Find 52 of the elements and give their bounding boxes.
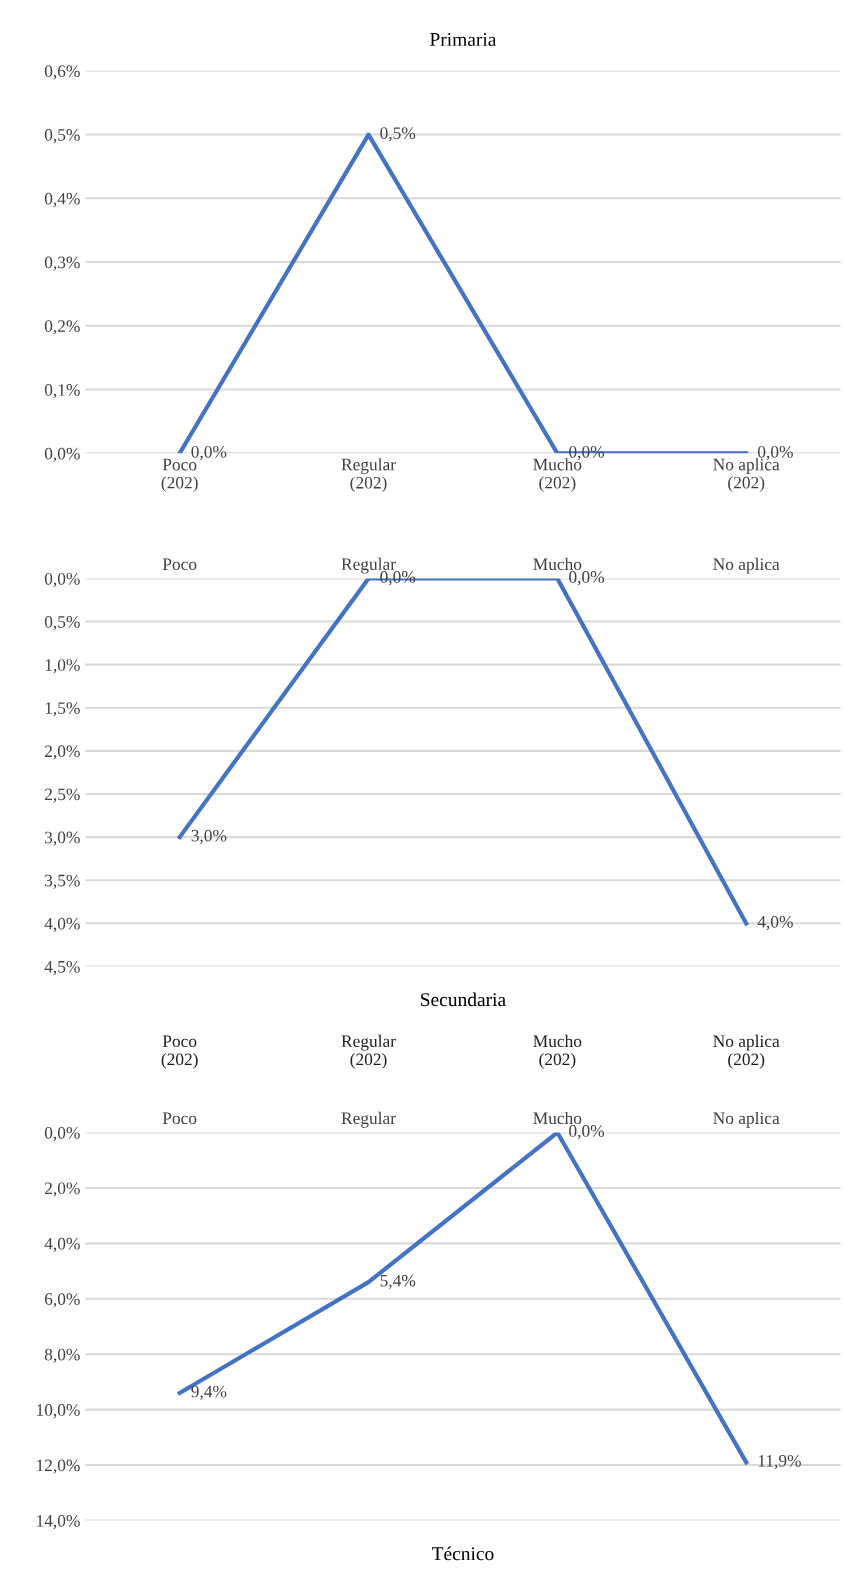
y-tick-label: 0,0% [44, 1126, 80, 1142]
data-label: 11,9% [758, 1454, 801, 1470]
y-tick-label: 12,0% [37, 1459, 80, 1474]
text: Poco (202) [161, 1035, 198, 1069]
text: Mucho (202) [533, 1034, 582, 1069]
x-tick-label: Poco [162, 558, 197, 571]
text: Regular (202) [341, 1034, 396, 1069]
text: No aplica (202) [713, 1034, 780, 1069]
x-tick-label: No aplica [713, 557, 780, 574]
y-tick-label: 0,4% [44, 192, 80, 208]
x-tick-label: Poco [162, 1112, 197, 1125]
y-tick-label: 10,0% [37, 1404, 80, 1419]
y-tick-label: 4,5% [44, 960, 80, 976]
text: Secundaria [421, 992, 506, 1007]
y-tick-label: 3,0% [45, 831, 80, 846]
x-tick-label: Poco (202) [161, 458, 198, 493]
x-tick-label: Mucho [533, 1111, 582, 1125]
data-label: 0,0% [191, 445, 227, 461]
y-tick-label: 4,0% [44, 917, 80, 933]
x-tick-label: No aplica [713, 1111, 780, 1128]
data-label: 9,4% [191, 1385, 227, 1400]
data-label: 3,0% [191, 829, 227, 844]
y-tick-label: 8,0% [44, 1348, 80, 1363]
x-tick-label: Mucho (202) [533, 458, 582, 493]
data-label: 0,0% [569, 571, 605, 586]
y-tick-label: 1,0% [45, 659, 80, 674]
y-tick-label: 0,3% [44, 256, 80, 271]
data-label: 5,4% [380, 1274, 416, 1289]
y-tick-label: 2,5% [44, 788, 80, 803]
x-tick-label: Regular [341, 1111, 396, 1128]
y-tick-label: 6,0% [44, 1293, 80, 1308]
y-tick-label: 0,5% [44, 129, 80, 144]
data-label: 0,5% [380, 127, 416, 142]
y-tick-label: 4,0% [44, 1237, 80, 1253]
x-tick-label: Regular (202) [341, 458, 396, 493]
y-tick-label: 2,0% [44, 745, 80, 760]
data-label: 4,0% [757, 915, 793, 931]
y-tick-label: 0,2% [44, 320, 80, 335]
y-tick-label: 14,0% [37, 1514, 80, 1530]
chart-title: Primaria [430, 32, 497, 47]
y-tick-label: 0,6% [44, 65, 80, 80]
y-tick-label: 0,5% [44, 616, 80, 631]
text: Técnico [431, 1546, 494, 1561]
y-tick-label: 2,0% [44, 1182, 80, 1197]
data-label: 0,0% [569, 1125, 605, 1140]
y-tick-label: 0,0% [44, 572, 80, 588]
x-tick-label: No aplica (202) [713, 458, 780, 493]
y-tick-label: 0,1% [44, 384, 80, 399]
x-tick-label: Mucho [533, 557, 582, 571]
y-tick-label: 0,0% [44, 447, 80, 462]
y-tick-label: 1,5% [45, 702, 80, 717]
y-tick-label: 3,5% [45, 874, 80, 889]
